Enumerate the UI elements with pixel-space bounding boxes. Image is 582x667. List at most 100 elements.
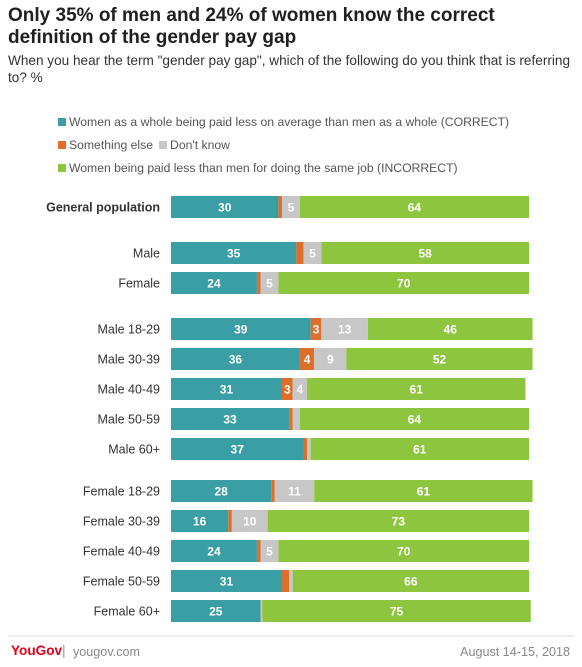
- bar-dontknow-female-50-59: [289, 570, 293, 592]
- data-label-correct-general-population: 30: [218, 201, 232, 215]
- bar-else-female-40-49: [256, 540, 261, 562]
- bar-correct-male: [171, 242, 297, 264]
- legend-item-incorrect: Women being paid less than men for doing…: [58, 161, 458, 175]
- data-label-correct-male-40-49: 31: [220, 383, 234, 397]
- bar-dontknow-male-18-29: [321, 318, 368, 340]
- category-label-female-60plus: Female 60+: [94, 605, 160, 619]
- chart-title: Only 35% of men and 24% of women know th…: [8, 5, 495, 48]
- bar-correct-male-40-49: [171, 378, 282, 400]
- data-label-incorrect-male-40-49: 61: [410, 383, 424, 397]
- data-label-incorrect-general-population: 64: [408, 201, 422, 215]
- bar-dontknow-male-50-59: [292, 408, 300, 430]
- bar-dontknow-female-30-39: [231, 510, 268, 532]
- legend-label-correct: Women as a whole being paid less on aver…: [69, 114, 510, 129]
- bar-else-male-18-29: [310, 318, 322, 340]
- bar-incorrect-female-60plus: [262, 600, 531, 622]
- data-label-correct-male-60plus: 37: [231, 443, 245, 457]
- bar-incorrect-male-30-39: [346, 348, 533, 370]
- bar-incorrect-female-50-59: [292, 570, 529, 592]
- data-label-incorrect-male-50-59: 64: [408, 413, 422, 427]
- category-label-male-60plus: Male 60+: [108, 443, 160, 457]
- legend-item-else: Something else: [58, 138, 153, 152]
- data-label-dontknow-female: 5: [266, 277, 273, 291]
- yougov-logo: YouGov: [11, 643, 63, 658]
- bar-else-female-18-29: [271, 480, 275, 502]
- data-label-correct-female-50-59: 31: [220, 575, 234, 589]
- bar-else-general-population: [278, 196, 282, 218]
- data-label-incorrect-male-60plus: 61: [413, 443, 427, 457]
- bar-correct-female-50-59: [171, 570, 282, 592]
- bar-else-male: [296, 242, 304, 264]
- data-label-dontknow-male-40-49: 4: [297, 383, 304, 397]
- data-label-incorrect-female-40-49: 70: [397, 545, 411, 559]
- data-label-correct-female: 24: [207, 277, 221, 291]
- bar-dontknow-male-40-49: [292, 378, 308, 400]
- data-label-dontknow-male: 5: [309, 247, 316, 261]
- legend-label-incorrect: Women being paid less than men for doing…: [69, 160, 458, 175]
- data-label-incorrect-male: 58: [419, 247, 433, 261]
- bar-incorrect-male: [321, 242, 529, 264]
- bar-dontknow-male-60plus: [307, 438, 311, 460]
- data-label-dontknow-female-18-29: 11: [288, 485, 301, 499]
- category-label-general-population: General population: [46, 201, 160, 215]
- data-label-dontknow-general-population: 5: [288, 201, 295, 215]
- bar-dontknow-general-population: [281, 196, 300, 218]
- category-label-male: Male: [133, 247, 160, 261]
- data-label-correct-female-40-49: 24: [207, 545, 221, 559]
- bar-correct-male-60plus: [171, 438, 304, 460]
- category-label-male-30-39: Male 30-39: [97, 353, 160, 367]
- bar-incorrect-general-population: [299, 196, 529, 218]
- bar-correct-female-40-49: [171, 540, 257, 562]
- data-label-correct-male-50-59: 33: [223, 413, 237, 427]
- bar-correct-female-60plus: [171, 600, 261, 622]
- category-label-female-40-49: Female 40-49: [83, 545, 160, 559]
- category-label-female-30-39: Female 30-39: [83, 515, 160, 529]
- legend-swatch-else: [58, 140, 66, 149]
- bar-else-male-40-49: [281, 378, 293, 400]
- bar-incorrect-female: [278, 272, 529, 294]
- data-label-correct-male: 35: [227, 247, 241, 261]
- data-label-else-male-30-39: 4: [304, 353, 311, 367]
- bar-correct-female-30-39: [171, 510, 229, 532]
- data-label-dontknow-male-18-29: 13: [338, 323, 352, 337]
- bar-dontknow-male-30-39: [314, 348, 347, 370]
- data-label-correct-female-30-39: 16: [193, 515, 207, 529]
- bar-correct-female: [171, 272, 257, 294]
- chart-subtitle: When you hear the term "gender pay gap",…: [8, 53, 571, 85]
- data-label-correct-female-60plus: 25: [209, 605, 223, 619]
- legend: Women as a whole being paid less on aver…: [58, 110, 515, 179]
- category-label-female-18-29: Female 18-29: [83, 485, 160, 499]
- bar-incorrect-female-30-39: [267, 510, 529, 532]
- bar-else-male-60plus: [303, 438, 308, 460]
- footer-date: August 14-15, 2018: [460, 645, 570, 659]
- bar-incorrect-female-40-49: [278, 540, 529, 562]
- data-label-else-male-40-49: 3: [284, 383, 291, 397]
- bar-dontknow-female-40-49: [260, 540, 279, 562]
- bar-dontknow-female-18-29: [274, 480, 315, 502]
- bar-incorrect-male-40-49: [307, 378, 526, 400]
- footer-separator: |: [62, 642, 66, 658]
- category-label-male-50-59: Male 50-59: [97, 413, 160, 427]
- data-label-incorrect-male-30-39: 52: [433, 353, 447, 367]
- legend-label-dontknow: Don't know: [170, 137, 230, 152]
- data-label-correct-female-18-29: 28: [214, 485, 228, 499]
- legend-swatch-correct: [58, 117, 66, 126]
- data-label-dontknow-female-40-49: 5: [266, 545, 273, 559]
- bar-correct-male-18-29: [171, 318, 311, 340]
- data-label-dontknow-male-30-39: 9: [327, 353, 334, 367]
- data-label-incorrect-female: 70: [397, 277, 411, 291]
- bar-correct-male-50-59: [171, 408, 290, 430]
- bar-dontknow-female-60plus: [260, 600, 263, 622]
- legend-item-dontknow: Don't know: [159, 138, 230, 152]
- bar-else-male-50-59: [289, 408, 293, 430]
- legend-item-correct: Women as a whole being paid less on aver…: [58, 115, 509, 129]
- bar-else-female: [256, 272, 261, 294]
- data-label-incorrect-female-30-39: 73: [392, 515, 406, 529]
- data-label-dontknow-female-30-39: 10: [243, 515, 257, 529]
- data-label-correct-male-30-39: 36: [229, 353, 243, 367]
- category-label-male-18-29: Male 18-29: [97, 323, 160, 337]
- bar-incorrect-male-18-29: [367, 318, 533, 340]
- footer-url[interactable]: yougov.com: [73, 645, 140, 659]
- bar-else-female-50-59: [281, 570, 290, 592]
